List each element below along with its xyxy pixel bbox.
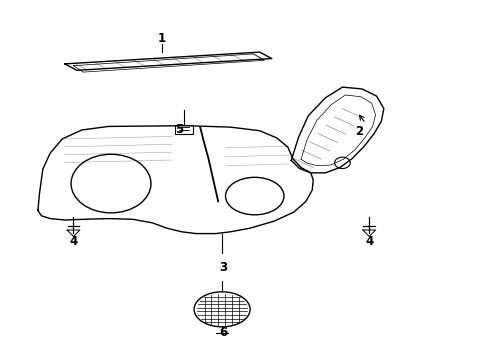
Text: 1: 1 — [158, 32, 166, 45]
FancyBboxPatch shape — [175, 125, 193, 134]
Text: 2: 2 — [355, 125, 364, 138]
Text: 4: 4 — [365, 235, 373, 248]
Text: 3: 3 — [219, 261, 227, 274]
Text: 4: 4 — [70, 235, 77, 248]
Text: 6: 6 — [219, 327, 227, 339]
Text: 5: 5 — [175, 123, 183, 136]
